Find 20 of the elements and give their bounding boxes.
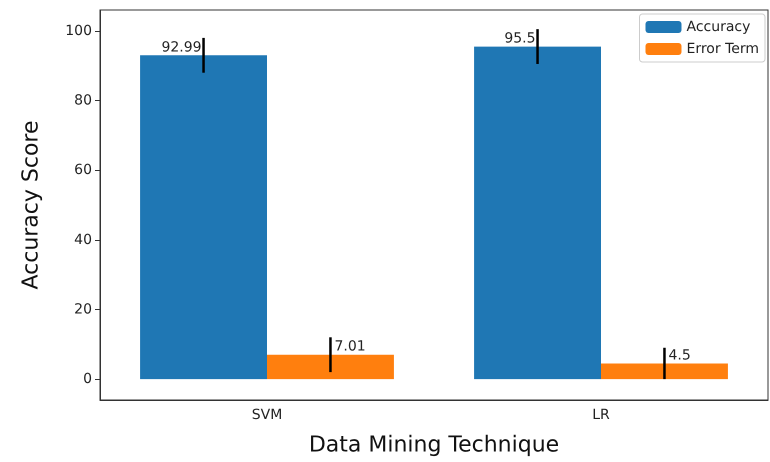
x-tick-label: SVM	[252, 407, 282, 423]
data-label: 7.01	[334, 338, 366, 355]
bar	[601, 363, 728, 380]
y-axis-title: Accuracy Score	[18, 120, 44, 290]
bar	[474, 46, 601, 380]
y-tick-label: 80	[74, 92, 92, 109]
data-label: 92.99	[161, 39, 202, 56]
y-tick-label: 20	[74, 301, 92, 318]
data-label: 95.5	[504, 30, 536, 47]
x-tick-label: LR	[592, 407, 610, 423]
legend-label: Error Term	[686, 41, 760, 57]
legend-label: Accuracy	[686, 19, 750, 35]
y-tick-label: 0	[83, 371, 92, 388]
x-axis-title: Data Mining Technique	[308, 432, 560, 458]
bar	[267, 354, 394, 380]
y-tick-label: 60	[74, 162, 92, 178]
y-tick-label: 40	[74, 232, 92, 248]
y-tick-label: 100	[65, 22, 92, 39]
data-label: 4.5	[668, 347, 691, 364]
bar	[140, 55, 267, 380]
